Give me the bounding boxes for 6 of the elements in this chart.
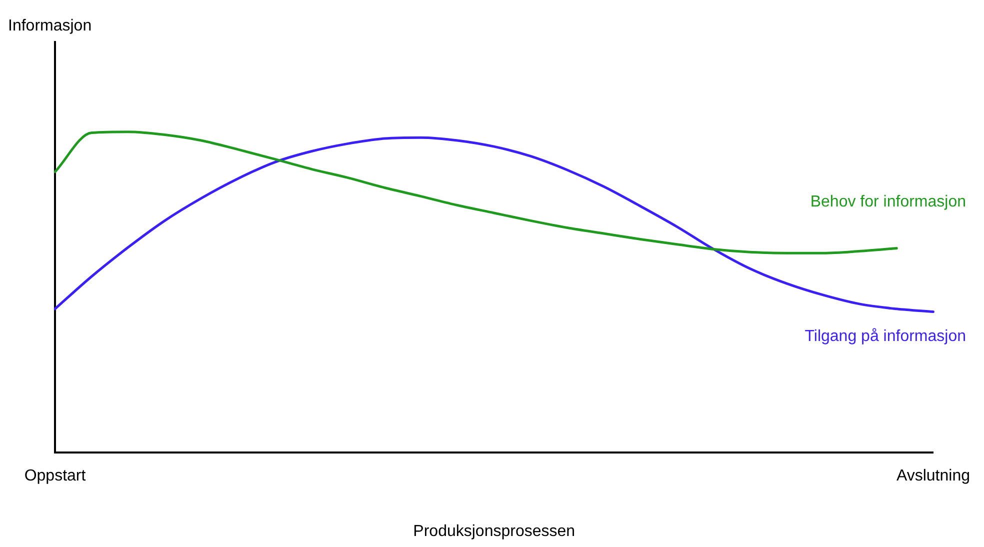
x-tick-label: Avslutning xyxy=(896,468,970,485)
text: Behov for informasjon xyxy=(810,194,966,211)
series-label: Tilgang på informasjon xyxy=(804,328,966,346)
x-axis-title: Produksjonsprosessen xyxy=(413,522,576,540)
text: Informasjon xyxy=(8,17,92,34)
x-tick-label: Oppstart xyxy=(24,468,86,485)
